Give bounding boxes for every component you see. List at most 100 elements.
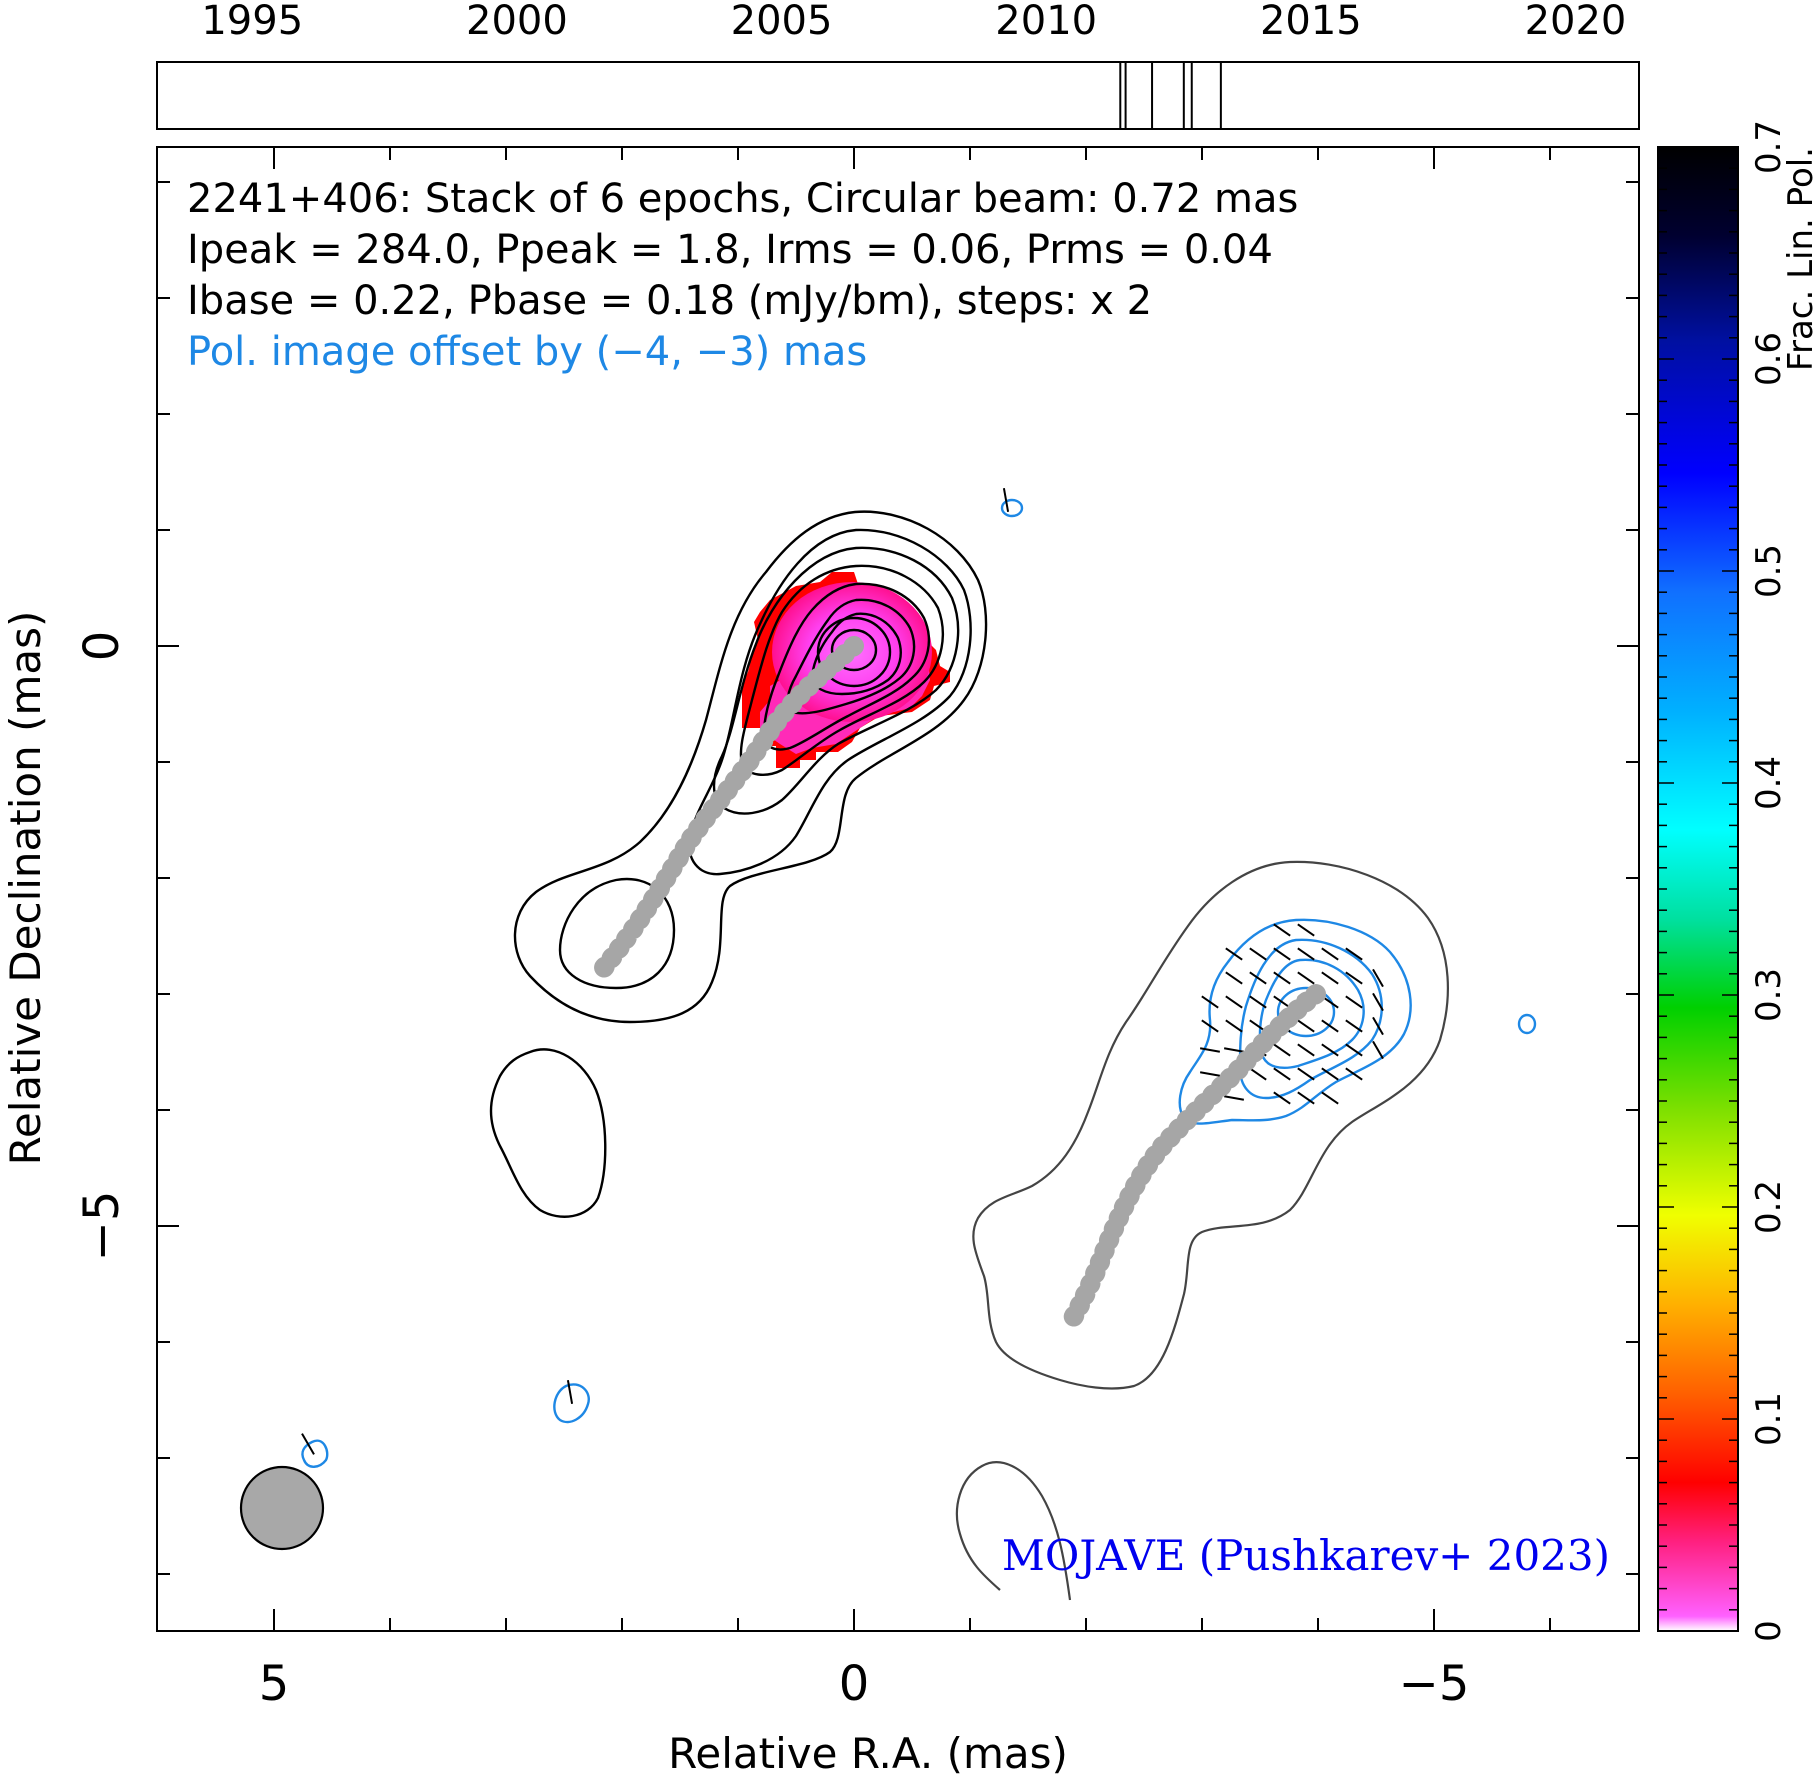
evpa-tick <box>1297 1043 1315 1057</box>
contour-7 <box>810 612 902 696</box>
evpa-tick <box>1345 947 1363 961</box>
evpa-tick <box>1199 1071 1221 1077</box>
colorbar-tick-label: 0.3 <box>1749 968 1789 1022</box>
evpa-tick <box>1321 1043 1339 1057</box>
contour-5 <box>762 582 931 751</box>
evpa-tick <box>1201 995 1219 1009</box>
evpa-tick <box>1297 923 1315 937</box>
evpa-tick <box>1345 995 1363 1009</box>
evpa-tick <box>1002 488 1010 512</box>
colorbar-tick-label: 0 <box>1749 1620 1789 1642</box>
pol-contour-spot-ne <box>1000 498 1024 518</box>
evpa-tick <box>1273 1091 1291 1105</box>
epoch-tick-label: 2005 <box>731 0 833 44</box>
pol-contour-2 <box>1238 938 1383 1100</box>
offset-total-contours <box>955 860 1449 1601</box>
x-tick-label: 5 <box>259 1656 290 1712</box>
total-intensity-contours <box>489 510 988 1218</box>
evpa-tick <box>1225 995 1243 1009</box>
evpa-tick <box>1321 1091 1339 1105</box>
epoch-timeline-frame <box>156 61 1640 130</box>
y-tick-label: 0 <box>74 631 130 662</box>
contour-detached-blob <box>489 1048 607 1218</box>
evpa-tick <box>1345 971 1363 985</box>
evpa-tick <box>1297 1091 1315 1105</box>
pol-contour-3 <box>1258 958 1365 1069</box>
x-axis-label: Relative R.A. (mas) <box>668 1729 1068 1778</box>
ridge-line-pol <box>1060 984 1326 1333</box>
evpa-tick <box>1372 968 1384 988</box>
y-tick-label: −5 <box>74 1191 130 1262</box>
credit-label: MOJAVE (Pushkarev+ 2023) <box>1002 1531 1610 1580</box>
offset-contour-outer <box>972 860 1449 1390</box>
evpa-tick <box>1201 1019 1219 1033</box>
colorbar-ticks: 0 0.1 0.2 0.3 0.4 0.5 0.6 0.7 <box>1658 120 1789 1642</box>
pol-contour-inner <box>1276 986 1336 1038</box>
evpa-tick <box>1273 1043 1291 1057</box>
plot-axis-ticks <box>157 147 1639 1631</box>
epoch-tick-label: 2020 <box>1525 0 1627 44</box>
evpa-tick <box>1223 1047 1245 1053</box>
evpa-tick <box>1297 947 1315 961</box>
evpa-tick <box>1345 1019 1363 1033</box>
evpa-tick <box>1345 1043 1363 1057</box>
axis-tick-labels: 5 0 −5 0 −5 <box>74 631 1469 1712</box>
contour-knot-inner <box>558 877 676 990</box>
evpa-tick <box>1199 1047 1221 1053</box>
epoch-tick-label: 2015 <box>1260 0 1362 44</box>
evpa-tick <box>1345 1067 1363 1081</box>
evpa-tick <box>1297 971 1315 985</box>
main-plot: 2241+406: Stack of 6 epochs, Circular be… <box>1 146 1640 1778</box>
ridge-line-core <box>592 636 864 980</box>
evpa-tick <box>1321 947 1339 961</box>
evpa-tick <box>566 1380 574 1404</box>
evpa-tick <box>1223 1095 1245 1101</box>
pol-intensity-contours <box>301 498 1537 1468</box>
plot-frame <box>156 146 1640 1632</box>
evpa-tick <box>1273 947 1291 961</box>
annotation-line-1: 2241+406: Stack of 6 epochs, Circular be… <box>187 176 1298 222</box>
evpa-tick <box>1249 971 1267 985</box>
colorbar-tick-label: 0.1 <box>1749 1392 1789 1446</box>
evpa-tick <box>301 1433 315 1455</box>
colorbar-gradient <box>1657 146 1739 1632</box>
colorbar-tick-label: 0.5 <box>1749 544 1789 598</box>
evpa-tick <box>1225 1019 1243 1033</box>
colorbar-tick-label: 0.2 <box>1749 1180 1789 1234</box>
contour-8 <box>816 616 892 688</box>
x-tick-label: 0 <box>839 1656 870 1712</box>
x-tick-label: −5 <box>1399 1656 1470 1712</box>
pol-contour-spot-sw2 <box>301 1439 329 1468</box>
evpa-tick <box>1273 995 1291 1009</box>
evpa-tick <box>1225 947 1243 961</box>
y-axis-label: Relative Declination (mas) <box>1 611 50 1166</box>
evpa-tick <box>1372 1040 1384 1060</box>
annotation-line-3: Ibase = 0.22, Pbase = 0.18 (mJy/bm), ste… <box>187 278 1152 324</box>
pol-contour-outer <box>1178 918 1412 1125</box>
annotation-line-2: Ipeak = 284.0, Ppeak = 1.8, Irms = 0.06,… <box>187 227 1273 273</box>
evpa-tick <box>1297 1067 1315 1081</box>
contour-4 <box>739 564 944 776</box>
epoch-tick-label: 1995 <box>201 0 303 44</box>
evpa-tick <box>1372 992 1384 1012</box>
colorbar-tick-label: 0.4 <box>1749 756 1789 810</box>
ridge-lines <box>592 636 1326 1333</box>
colorbar: 0 0.1 0.2 0.3 0.4 0.5 0.6 0.7 Frac. Lin. Pol. <box>1657 120 1819 1642</box>
colorbar-label: Frac. Lin. Pol. <box>1781 147 1819 371</box>
evpa-tick <box>1321 1019 1339 1033</box>
contour-2 <box>688 528 972 876</box>
epoch-tick-label: 2010 <box>995 0 1097 44</box>
evpa-tick <box>1249 1067 1267 1081</box>
evpa-tick <box>1249 995 1267 1009</box>
evpa-tick <box>1273 971 1291 985</box>
contour-3 <box>712 546 960 815</box>
pol-contour-spot-e <box>1517 1013 1537 1035</box>
evpa-tick <box>1273 923 1291 937</box>
evpa-tick <box>1249 947 1267 961</box>
colorbar-tick-label: 0.7 <box>1749 120 1789 174</box>
evpa-tick <box>1321 1067 1339 1081</box>
beam-ellipse <box>239 1465 325 1551</box>
evpa-tick <box>1225 971 1243 985</box>
pol-contour-spot-sw1 <box>553 1383 590 1424</box>
